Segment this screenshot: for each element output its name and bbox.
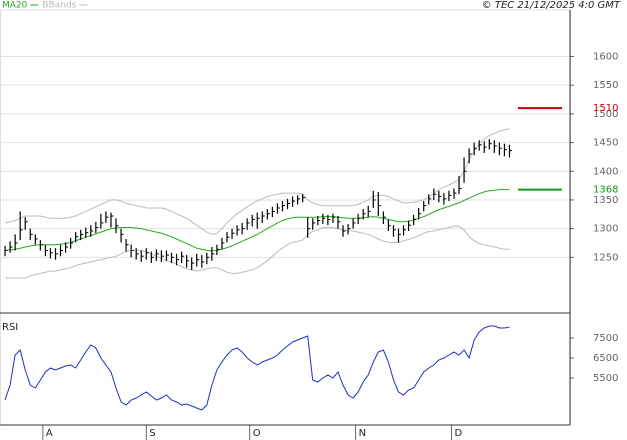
panel-title: RSI <box>2 322 18 333</box>
legend-label: BBands <box>42 1 76 11</box>
plot-frame <box>0 9 571 426</box>
x-tick-label: D <box>454 428 462 439</box>
level-label: 1510 <box>593 103 618 114</box>
y-tick-label: 1500 <box>593 109 618 120</box>
x-tick-label: A <box>46 428 53 439</box>
y-tick-label: 1600 <box>593 51 618 62</box>
x-tick-label: O <box>253 428 261 439</box>
y-tick-label: 5500 <box>593 373 618 384</box>
rsi-line <box>4 325 510 411</box>
legend-label: MA20 <box>2 1 28 11</box>
credit: © TEC 21/12/2025 4:0 GMT <box>482 0 621 11</box>
y-tick-label: 1300 <box>593 224 618 235</box>
x-tick-label: S <box>149 428 155 439</box>
y-tick-label: 6500 <box>593 353 618 364</box>
y-tick-label: 7500 <box>593 333 618 344</box>
y-tick-label: 1350 <box>593 195 618 206</box>
y-tick-label: 1400 <box>593 166 618 177</box>
y-tick-label: 1250 <box>593 252 618 263</box>
bband <box>4 128 510 235</box>
x-tick-label: N <box>359 428 366 439</box>
ma-line <box>4 189 510 252</box>
level-label: 1368 <box>593 185 618 196</box>
y-tick-label: 1550 <box>593 80 618 91</box>
y-tick-label: 1450 <box>593 138 618 149</box>
bband <box>5 225 510 279</box>
